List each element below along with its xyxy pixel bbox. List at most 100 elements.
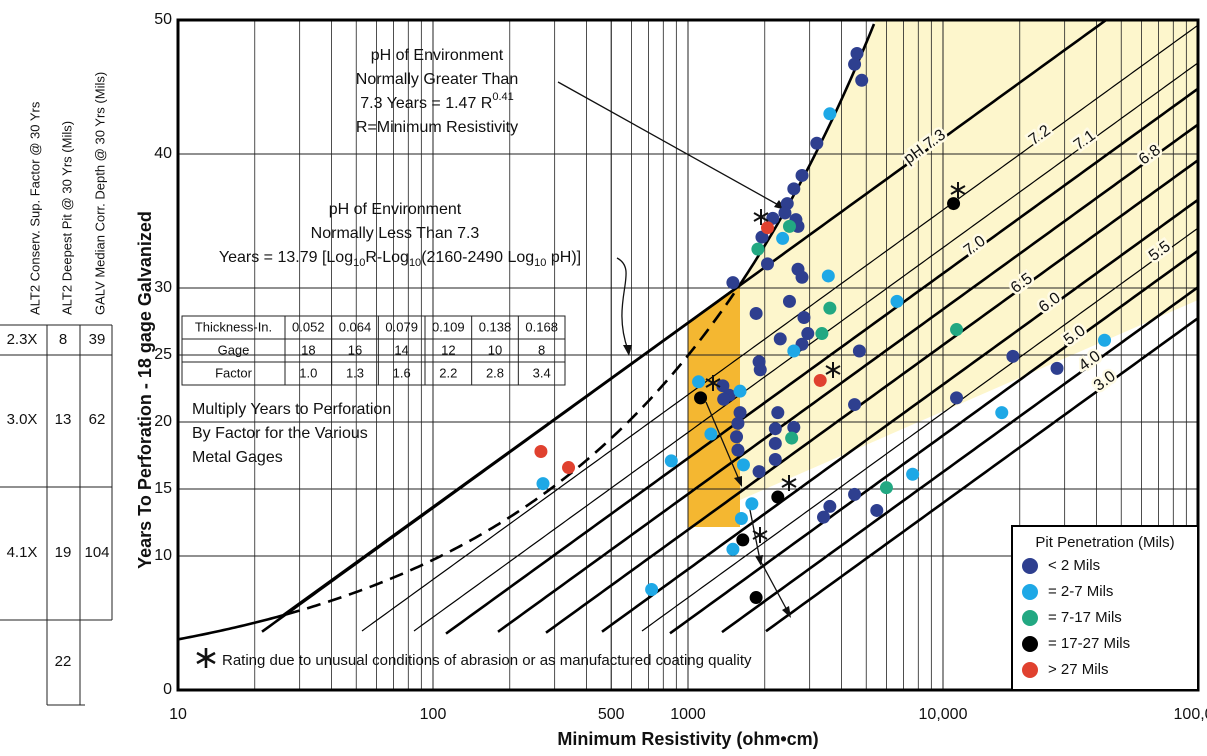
arrow xyxy=(616,257,629,351)
annotation-part: R-Log xyxy=(365,249,409,266)
data-point xyxy=(692,375,706,389)
legend-label: = 2-7 Mils xyxy=(1048,583,1113,600)
gage-table-cell: 14 xyxy=(394,342,408,357)
data-point xyxy=(664,454,678,468)
data-point xyxy=(726,276,740,290)
data-point xyxy=(850,47,864,60)
gage-table-cell: 1.6 xyxy=(393,365,411,380)
gage-table-cell: 3.4 xyxy=(533,365,551,380)
asterisks xyxy=(196,182,966,668)
data-point xyxy=(645,583,659,596)
gage-table-cell: 8 xyxy=(538,342,545,357)
annotation-part: 10 xyxy=(409,257,421,269)
ph-line xyxy=(765,317,1199,633)
side-table-cell: 39 xyxy=(89,331,106,348)
data-point xyxy=(852,344,866,358)
grid xyxy=(177,19,1199,691)
data-point xyxy=(736,458,750,472)
annotation: Multiply Years to Perforation xyxy=(192,401,391,418)
ph-line xyxy=(361,24,1199,632)
curves xyxy=(177,19,1199,641)
data-point xyxy=(995,406,1009,420)
data-point xyxy=(749,306,763,320)
points xyxy=(534,47,1112,605)
data-point xyxy=(815,327,829,341)
y-tick-label: 50 xyxy=(154,11,172,28)
side-table-cell: 13 xyxy=(55,411,72,428)
side-table-cell: 8 xyxy=(59,331,67,348)
y-tick-label: 40 xyxy=(154,145,172,162)
annotation-part: 10 xyxy=(353,257,365,269)
data-point xyxy=(813,373,827,387)
data-point xyxy=(731,443,745,457)
data-point xyxy=(752,465,766,479)
y-tick-label: 20 xyxy=(154,413,172,430)
annotation-part: Log xyxy=(503,249,534,266)
legend-swatch xyxy=(1022,610,1038,626)
data-point xyxy=(773,332,787,346)
ph-line xyxy=(497,123,1199,633)
data-point xyxy=(810,136,824,150)
annotation-part: 2490 xyxy=(467,249,503,266)
annotation-part: [Log xyxy=(318,249,354,266)
data-point xyxy=(848,398,862,412)
legend-label: = 17-27 Mils xyxy=(1048,635,1130,652)
data-point xyxy=(879,481,893,495)
legend-title: Pit Penetration (Mils) xyxy=(1035,534,1174,551)
legend-swatch xyxy=(1022,636,1038,652)
data-point xyxy=(823,107,837,121)
legend-swatch xyxy=(1022,558,1038,574)
gage-table-cell: 1.0 xyxy=(299,365,317,380)
data-point xyxy=(950,323,964,337)
power-curve-dashed xyxy=(285,289,738,616)
data-point xyxy=(745,497,759,511)
y-tick-label: 25 xyxy=(154,346,172,363)
x-axis-title: Minimum Resistivity (ohm•cm) xyxy=(557,729,818,749)
side-table-header: ALT2 Conserv. Sup. Factor @ 30 Yrs xyxy=(27,101,42,315)
data-point xyxy=(749,591,763,605)
side-table-cell: 104 xyxy=(84,544,109,561)
data-point xyxy=(733,384,747,398)
data-point xyxy=(855,73,869,87)
data-point xyxy=(823,301,837,315)
labels: Minimum Resistivity (ohm•cm) Years To Pe… xyxy=(7,11,1207,749)
annotation-part: - xyxy=(462,249,467,266)
annotation: Years = 13.79 [Log10R-Log10(2160-2490 Lo… xyxy=(219,249,581,269)
y-tick-label: 0 xyxy=(163,681,172,698)
plot-frame xyxy=(176,18,1200,692)
ph-line xyxy=(445,87,1199,635)
data-point xyxy=(731,416,745,430)
y-axis-title: Years To Perforation - 18 gage Galvanize… xyxy=(135,211,155,569)
legend-swatch xyxy=(1022,584,1038,600)
annotation-part: pH)] xyxy=(546,249,581,266)
data-point xyxy=(1050,361,1064,375)
annotation-part: 13.79 xyxy=(277,249,317,266)
gage-table-cell: 16 xyxy=(348,342,362,357)
annotation-part: 1.47 xyxy=(445,95,476,112)
data-point xyxy=(717,392,731,406)
data-point xyxy=(751,242,765,256)
side-table-lines xyxy=(0,324,113,706)
ph-line-label: 4.0 xyxy=(1076,348,1104,375)
gage-table-cell: 0.109 xyxy=(432,319,465,334)
data-point xyxy=(726,542,740,556)
gage-table-cell: 18 xyxy=(301,342,315,357)
data-point xyxy=(534,444,548,458)
data-point xyxy=(848,57,862,71)
annotation-part: ( xyxy=(421,249,427,266)
data-point xyxy=(797,310,811,324)
gage-table-cell: 10 xyxy=(488,342,502,357)
x-tick-label: 10,000 xyxy=(919,706,968,723)
arrow xyxy=(557,81,783,208)
data-point xyxy=(785,431,799,445)
annotation: pH of Environment xyxy=(329,201,462,218)
x-tick-label: 1000 xyxy=(670,706,706,723)
data-point xyxy=(950,391,964,405)
gage-table-cell: 0.064 xyxy=(339,319,372,334)
arrow xyxy=(759,559,789,613)
annotation: Metal Gages xyxy=(192,449,283,466)
gage-table-cell: 1.3 xyxy=(346,365,364,380)
y-tick-label: 30 xyxy=(154,279,172,296)
data-point xyxy=(947,197,961,211)
annotation: Normally Less Than 7.3 xyxy=(311,225,480,242)
